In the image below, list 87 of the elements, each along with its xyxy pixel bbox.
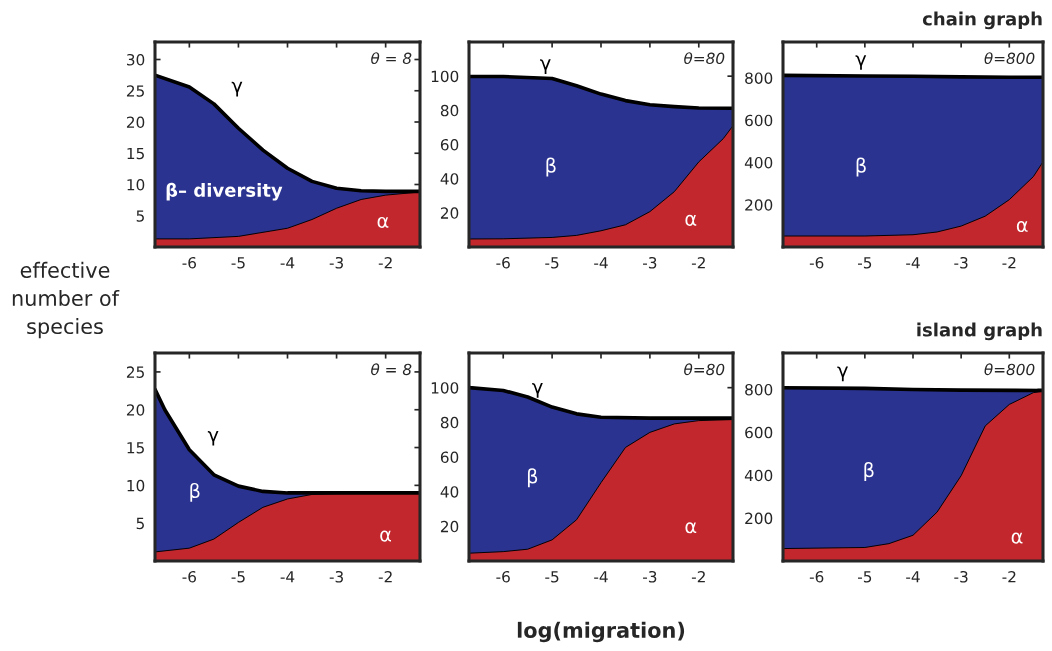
annotation: γ xyxy=(540,59,551,74)
y-tick-label: 40 xyxy=(440,173,459,185)
x-tick-label: -4 xyxy=(280,571,295,583)
y-tick-label: 200 xyxy=(745,512,773,525)
x-tick-label: -4 xyxy=(594,257,608,269)
annotation: α xyxy=(685,522,697,534)
y-tick-label: 5 xyxy=(136,517,144,530)
x-tick-label: -6 xyxy=(182,256,197,269)
x-tick-label: -6 xyxy=(809,256,824,269)
y-tick-label: 800 xyxy=(745,383,773,396)
y-tick-label: 600 xyxy=(745,114,773,127)
x-tick-label: -5 xyxy=(545,571,559,583)
x-tick-label: -5 xyxy=(857,571,872,583)
x-tick-label: -5 xyxy=(231,257,245,269)
x-tick-label: -6 xyxy=(496,570,510,583)
y-tick-label: 10 xyxy=(127,178,145,191)
annotation: β xyxy=(864,462,874,482)
x-tick-label: -5 xyxy=(857,257,872,269)
y-tick-label: 60 xyxy=(440,451,459,464)
x-tick-label: -3 xyxy=(954,570,968,583)
y-tick-label: 15 xyxy=(127,147,144,160)
x-tick-label: -4 xyxy=(906,571,920,583)
annotation: θ=800 xyxy=(984,363,1035,376)
y-tick-label: 40 xyxy=(440,486,459,498)
x-tick-label: -4 xyxy=(906,257,920,269)
x-tick-label: -3 xyxy=(954,256,968,269)
y-tick-label: 10 xyxy=(127,479,145,492)
annotation: α xyxy=(1016,220,1028,233)
annotation: γ xyxy=(837,366,848,382)
y-tick-label: 25 xyxy=(126,366,144,378)
y-tick-label: 5 xyxy=(136,210,144,222)
x-tick-label: -3 xyxy=(643,570,657,583)
annotation: α xyxy=(1011,532,1023,544)
y-tick-label: 400 xyxy=(744,469,773,482)
x-tick-label: -5 xyxy=(545,257,559,269)
y-tick-label: 20 xyxy=(440,207,459,219)
x-tick-label: -2 xyxy=(1002,570,1016,583)
annotation: θ=800 xyxy=(984,52,1035,65)
annotation: θ=80 xyxy=(684,363,725,376)
y-tick-label: 20 xyxy=(126,116,145,129)
annotation: α xyxy=(380,530,392,542)
annotation: β xyxy=(856,157,866,177)
x-tick-label: -2 xyxy=(378,256,392,269)
x-tick-label: -2 xyxy=(1002,256,1016,269)
annotation: β xyxy=(527,468,538,488)
x-tick-label: -4 xyxy=(594,571,608,583)
x-tick-label: -6 xyxy=(496,256,510,269)
x-tick-label: -5 xyxy=(231,571,245,583)
x-tick-label: -6 xyxy=(809,570,824,583)
x-tick-label: -4 xyxy=(280,257,295,269)
x-tick-label: -3 xyxy=(329,256,343,269)
annotation: α xyxy=(685,214,697,226)
y-axis-title: effective number of species xyxy=(12,261,120,339)
y-tick-label: 15 xyxy=(127,442,144,454)
annotation: γ xyxy=(855,55,867,70)
annotation: β xyxy=(546,157,556,177)
annotation: θ = 8 xyxy=(371,52,412,65)
annotation: γ xyxy=(231,81,243,97)
y-tick-label: 200 xyxy=(745,199,773,211)
chart-title: chain graph xyxy=(922,11,1042,30)
y-tick-label: 400 xyxy=(744,156,773,169)
y-tick-label: 30 xyxy=(127,53,145,66)
y-tick-label: 20 xyxy=(440,520,459,533)
y-tick-label: 80 xyxy=(440,104,459,117)
x-tick-label: -2 xyxy=(378,570,392,583)
y-tick-label: 25 xyxy=(126,85,144,97)
annotation: α xyxy=(377,216,389,228)
y-tick-label: 100 xyxy=(431,70,459,83)
annotation: γ xyxy=(532,383,543,398)
x-tick-label: -3 xyxy=(329,570,343,583)
x-tick-label: -2 xyxy=(691,256,705,269)
x-tick-label: -2 xyxy=(691,570,705,583)
y-tick-label: 60 xyxy=(440,138,459,151)
annotation: θ = 8 xyxy=(371,363,412,376)
y-tick-label: 20 xyxy=(126,404,145,416)
x-axis-title: log(migration) xyxy=(517,621,685,643)
annotation: β xyxy=(190,482,200,502)
x-tick-label: -3 xyxy=(643,256,657,269)
x-tick-label: -6 xyxy=(182,570,197,583)
annotation: θ=80 xyxy=(684,52,725,65)
y-tick-label: 100 xyxy=(431,382,459,394)
y-tick-label: 600 xyxy=(745,426,773,439)
y-tick-label: 80 xyxy=(440,416,459,429)
annotation: γ xyxy=(207,430,219,446)
annotation: β– diversity xyxy=(166,182,283,201)
chart-title: island graph xyxy=(917,322,1042,341)
y-tick-label: 800 xyxy=(745,72,773,84)
